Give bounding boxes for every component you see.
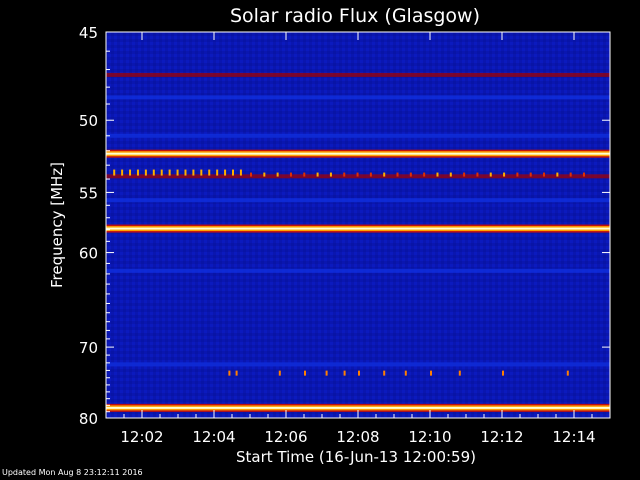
intense-band-core bbox=[106, 227, 610, 230]
burst-mark bbox=[543, 172, 546, 177]
x-axis: 12:02 12:04 12:06 12:08 12:10 12:12 12:14 bbox=[120, 32, 596, 446]
burst-mark bbox=[176, 169, 179, 176]
burst-mark bbox=[263, 172, 266, 177]
moderate-band bbox=[106, 133, 610, 138]
y-tick-label: 55 bbox=[79, 184, 98, 202]
burst-mark bbox=[383, 172, 386, 177]
burst-mark bbox=[235, 370, 238, 376]
burst-mark bbox=[383, 370, 386, 376]
moderate-band bbox=[106, 362, 610, 367]
burst-mark bbox=[278, 370, 281, 376]
y-axis-label: Frequency [MHz] bbox=[48, 162, 66, 288]
burst-mark bbox=[343, 370, 346, 376]
burst-mark bbox=[556, 172, 559, 177]
burst-mark bbox=[423, 172, 426, 177]
x-tick-label: 12:10 bbox=[408, 428, 451, 446]
burst-mark bbox=[121, 169, 124, 176]
burst-mark bbox=[129, 169, 132, 176]
y-tick-label: 80 bbox=[79, 410, 98, 428]
x-tick-label: 12:08 bbox=[336, 428, 379, 446]
burst-mark bbox=[583, 172, 585, 177]
chart-title: Solar radio Flux (Glasgow) bbox=[230, 5, 480, 27]
x-axis-label: Start Time (16-Jun-13 12:00:59) bbox=[236, 448, 476, 466]
burst-mark bbox=[304, 370, 306, 376]
burst-mark bbox=[463, 172, 466, 177]
burst-mark bbox=[184, 169, 187, 176]
burst-mark bbox=[316, 172, 319, 177]
x-tick-label: 12:12 bbox=[480, 428, 523, 446]
burst-mark bbox=[449, 172, 452, 177]
burst-mark bbox=[409, 172, 412, 177]
x-tick-label: 12:02 bbox=[120, 428, 163, 446]
moderate-band bbox=[106, 198, 610, 203]
burst-mark bbox=[208, 169, 211, 176]
burst-mark bbox=[329, 172, 332, 177]
x-tick-label: 12:14 bbox=[552, 428, 595, 446]
burst-mark bbox=[569, 172, 572, 177]
burst-mark bbox=[303, 172, 306, 177]
updated-timestamp: Updated Mon Aug 8 23:12:11 2016 bbox=[2, 468, 143, 477]
burst-mark bbox=[113, 169, 116, 176]
burst-mark bbox=[250, 172, 252, 177]
burst-mark bbox=[404, 370, 407, 376]
burst-mark bbox=[232, 169, 234, 176]
burst-mark bbox=[289, 172, 292, 177]
burst-mark bbox=[358, 370, 360, 376]
burst-mark bbox=[369, 172, 372, 177]
moderate-band bbox=[106, 95, 610, 100]
burst-mark bbox=[200, 169, 203, 176]
moderate-band bbox=[106, 268, 610, 273]
burst-mark bbox=[430, 370, 432, 376]
burst-mark bbox=[356, 172, 359, 177]
intense-band-core bbox=[106, 406, 610, 409]
burst-mark bbox=[224, 169, 227, 176]
burst-mark bbox=[436, 172, 439, 177]
burst-marks bbox=[113, 169, 585, 376]
burst-mark bbox=[325, 370, 328, 376]
burst-mark bbox=[192, 169, 195, 176]
x-tick-label: 12:04 bbox=[192, 428, 235, 446]
burst-mark bbox=[216, 169, 219, 176]
burst-mark bbox=[136, 169, 139, 176]
burst-mark bbox=[566, 370, 569, 376]
y-tick-label: 45 bbox=[79, 24, 98, 42]
burst-mark bbox=[228, 370, 231, 376]
burst-mark bbox=[529, 172, 532, 177]
burst-mark bbox=[503, 172, 506, 177]
burst-mark bbox=[160, 169, 163, 176]
burst-mark bbox=[276, 172, 279, 177]
plot-area bbox=[105, 31, 611, 419]
burst-mark bbox=[516, 172, 519, 177]
burst-mark bbox=[489, 172, 492, 177]
y-tick-label: 70 bbox=[79, 339, 98, 357]
y-axis: 45 50 55 60 70 80 bbox=[79, 24, 610, 428]
burst-mark bbox=[152, 169, 155, 176]
burst-mark bbox=[239, 169, 242, 176]
x-tick-label: 12:06 bbox=[264, 428, 307, 446]
burst-mark bbox=[476, 172, 479, 177]
burst-mark bbox=[502, 370, 504, 376]
burst-mark bbox=[168, 169, 171, 176]
burst-mark bbox=[343, 172, 346, 177]
burst-mark bbox=[396, 172, 399, 177]
burst-mark bbox=[144, 169, 147, 176]
y-tick-label: 50 bbox=[79, 112, 98, 130]
burst-mark bbox=[458, 370, 461, 376]
moderate-band bbox=[106, 72, 610, 77]
intense-band-core bbox=[106, 152, 610, 155]
y-tick-label: 60 bbox=[79, 245, 98, 263]
